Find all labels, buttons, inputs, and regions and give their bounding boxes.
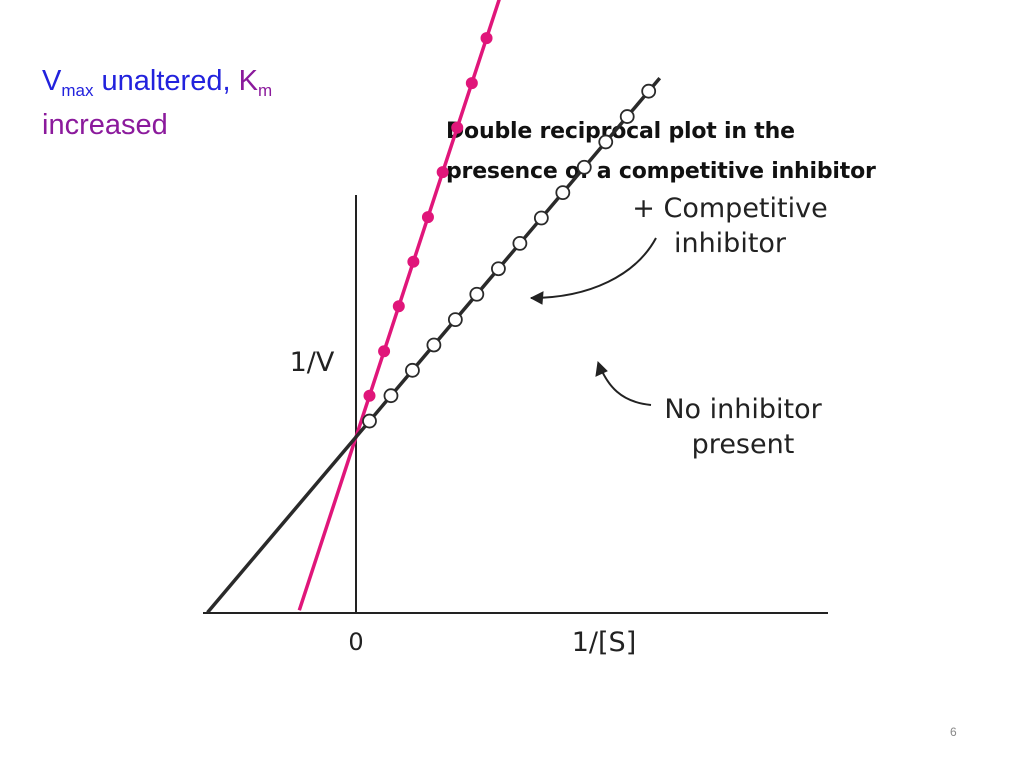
slide-heading: Vmax unaltered, Km increased bbox=[42, 64, 272, 142]
inhibitor-data-point bbox=[436, 166, 449, 179]
km-subscript: m bbox=[257, 81, 273, 100]
no-inhibitor-data-point bbox=[469, 286, 485, 302]
no-inhibitor-data-point bbox=[491, 261, 506, 277]
inhibitor-data-point bbox=[392, 300, 405, 313]
no-inhibitor-data-point bbox=[641, 83, 657, 99]
no-inhibitor-arrow bbox=[599, 366, 652, 406]
inhibitor-data-point bbox=[407, 255, 420, 268]
vmax-subscript: max bbox=[61, 81, 94, 100]
page-number: 6 bbox=[950, 725, 957, 739]
y-axis-label: 1/V bbox=[290, 347, 335, 378]
no-inhibitor-data-point bbox=[405, 362, 420, 378]
no-inhibitor-label-line-1: No inhibitor bbox=[664, 394, 822, 425]
increased-text: increased bbox=[42, 109, 168, 141]
unaltered-text: unaltered, bbox=[101, 65, 231, 97]
no-inhibitor-data-point bbox=[447, 312, 463, 328]
inhibitor-data-point bbox=[465, 77, 478, 90]
x-tick-label: 0 bbox=[348, 628, 363, 656]
series-lines bbox=[206, 0, 662, 614]
inhibitor-data-point bbox=[451, 121, 464, 134]
inhibitor-data-point bbox=[421, 211, 434, 224]
inhibitor-series-line bbox=[297, 0, 501, 611]
no-inhibitor-data-point bbox=[619, 109, 635, 124]
no-inhibitor-data-point bbox=[533, 210, 549, 226]
no-inhibitor-data-point bbox=[362, 413, 377, 429]
no-inhibitor-data-point bbox=[576, 159, 592, 175]
no-inhibitor-data-point bbox=[426, 337, 442, 353]
no-inhibitor-arrowhead bbox=[595, 360, 608, 377]
competitive-inhibitor-arrow bbox=[530, 237, 657, 299]
no-inhibitor-data-point bbox=[598, 134, 614, 150]
no-inhibitor-data-point bbox=[555, 185, 571, 201]
inhibitor-data-point bbox=[378, 345, 391, 358]
km-symbol: K bbox=[238, 65, 258, 97]
annotations: + Competitive inhibitor No inhibitor presen… bbox=[529, 193, 828, 460]
no-inhibitor-data-point bbox=[512, 235, 528, 251]
competitive-inhibitor-label-line-2: inhibitor bbox=[674, 228, 787, 259]
inhibitor-data-point bbox=[363, 389, 376, 402]
axes: 0 1/[S] 1/V bbox=[203, 195, 828, 658]
heading-line-1: Vmax unaltered, Km bbox=[42, 64, 272, 108]
plot-title-line-2: presence of a competitive inhibitor bbox=[446, 159, 876, 184]
competitive-inhibitor-arrowhead bbox=[529, 291, 544, 305]
x-axis-label: 1/[S] bbox=[572, 627, 636, 658]
series-markers bbox=[362, 32, 657, 429]
competitive-inhibitor-label-line-1: + Competitive bbox=[632, 193, 827, 224]
vmax-symbol: V bbox=[42, 65, 62, 97]
no-inhibitor-label-line-2: present bbox=[692, 429, 795, 460]
inhibitor-data-point bbox=[480, 32, 493, 45]
no-inhibitor-data-point bbox=[383, 388, 399, 404]
